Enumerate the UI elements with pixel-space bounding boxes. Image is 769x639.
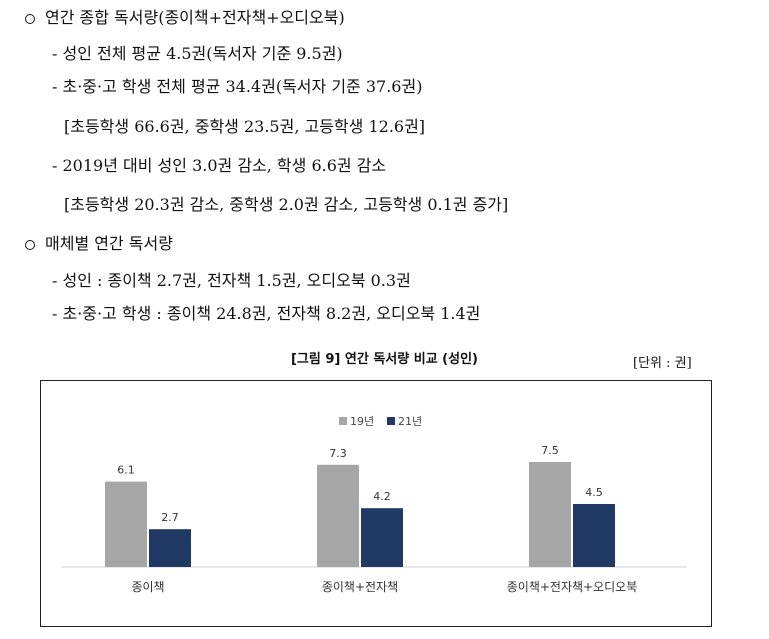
legend-swatch-1 — [387, 417, 395, 425]
figure-title: [그림 9] 연간 독서량 비교 (성인) — [290, 352, 478, 367]
bar-1-0 — [149, 529, 191, 567]
data-label-0-0: 6.1 — [117, 464, 135, 477]
bar-0-0 — [105, 481, 147, 567]
legend-label-1: 21년 — [398, 415, 422, 428]
data-label-1-0: 2.7 — [161, 511, 179, 524]
section-heading: 연간 종합 독서량(종이책+전자책+오디오북) — [45, 8, 345, 27]
legend-label-0: 19년 — [350, 415, 374, 428]
data-label-1-1: 4.2 — [373, 490, 391, 503]
category-label-0: 종이책 — [131, 579, 164, 594]
bar-1-1 — [361, 508, 403, 567]
legend-swatch-0 — [339, 417, 347, 425]
list-item: - 초·중·고 학생 : 종이책 24.8권, 전자책 8.2권, 오디오북 1… — [52, 304, 481, 323]
data-label-1-2: 4.5 — [585, 486, 603, 499]
section-bullet-icon — [25, 14, 35, 24]
list-item: - 성인 전체 평균 4.5권(독서자 기준 9.5권) — [52, 44, 343, 63]
list-item: - 성인 : 종이책 2.7권, 전자책 1.5권, 오디오북 0.3권 — [52, 271, 411, 290]
category-label-2: 종이책+전자책+오디오북 — [507, 579, 638, 594]
bar-0-1 — [317, 464, 359, 567]
chart-frame: 19년 21년 6.1 2.7 종이책 7.3 4.2 종이책+전자책 7.5 4.5 종이책+전자… — [40, 380, 712, 627]
bar-1-2 — [573, 504, 615, 567]
category-label-1: 종이책+전자책 — [322, 579, 398, 594]
list-item-detail: [초등학생 20.3권 감소, 중학생 2.0권 감소, 고등학생 0.1권 증… — [64, 195, 509, 214]
bar-chart: 19년 21년 6.1 2.7 종이책 7.3 4.2 종이책+전자책 7.5 4.5 종이책+전자… — [61, 415, 687, 594]
data-label-0-2: 7.5 — [541, 444, 559, 457]
list-item: - 2019년 대비 성인 3.0권 감소, 학생 6.6권 감소 — [52, 156, 387, 175]
data-label-0-1: 7.3 — [329, 447, 347, 460]
list-item-detail: [초등학생 66.6권, 중학생 23.5권, 고등학생 12.6권] — [64, 117, 426, 136]
unit-label: [단위 : 권] — [633, 356, 692, 371]
list-item: - 초·중·고 학생 전체 평균 34.4권(독서자 기준 37.6권) — [52, 77, 423, 96]
section-bullet-icon — [25, 240, 35, 250]
section-heading: 매체별 연간 독서량 — [45, 234, 173, 253]
bar-0-2 — [529, 462, 571, 567]
